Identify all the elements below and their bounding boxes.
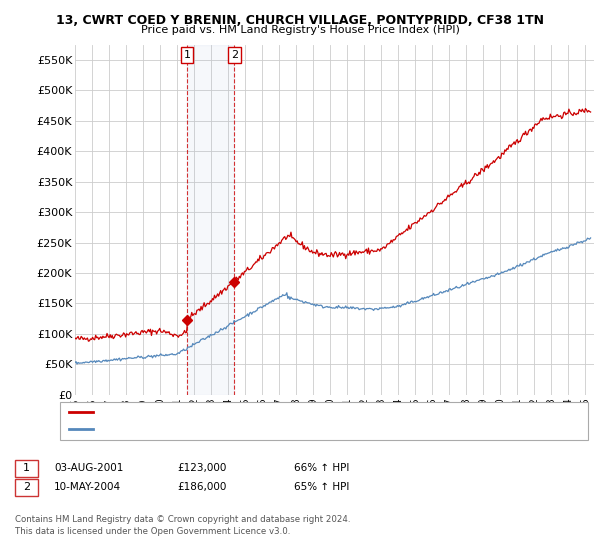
Text: 66% ↑ HPI: 66% ↑ HPI — [294, 463, 349, 473]
Text: Contains HM Land Registry data © Crown copyright and database right 2024.: Contains HM Land Registry data © Crown c… — [15, 515, 350, 524]
Text: This data is licensed under the Open Government Licence v3.0.: This data is licensed under the Open Gov… — [15, 528, 290, 536]
Text: 13, CWRT COED Y BRENIN, CHURCH VILLAGE, PONTYPRIDD, CF38 1TN (detached house): 13, CWRT COED Y BRENIN, CHURCH VILLAGE, … — [97, 408, 494, 417]
Text: Price paid vs. HM Land Registry's House Price Index (HPI): Price paid vs. HM Land Registry's House … — [140, 25, 460, 35]
Text: £123,000: £123,000 — [177, 463, 226, 473]
Text: 03-AUG-2001: 03-AUG-2001 — [54, 463, 124, 473]
Text: 2: 2 — [23, 482, 30, 492]
Bar — [187, 45, 234, 395]
Text: 65% ↑ HPI: 65% ↑ HPI — [294, 482, 349, 492]
Text: 1: 1 — [23, 463, 30, 473]
Text: 10-MAY-2004: 10-MAY-2004 — [54, 482, 121, 492]
Text: £186,000: £186,000 — [177, 482, 226, 492]
Text: 2: 2 — [231, 50, 238, 60]
Text: HPI: Average price, detached house, Rhondda Cynon Taf: HPI: Average price, detached house, Rhon… — [97, 424, 352, 433]
Text: 13, CWRT COED Y BRENIN, CHURCH VILLAGE, PONTYPRIDD, CF38 1TN: 13, CWRT COED Y BRENIN, CHURCH VILLAGE, … — [56, 14, 544, 27]
Text: 1: 1 — [184, 50, 191, 60]
